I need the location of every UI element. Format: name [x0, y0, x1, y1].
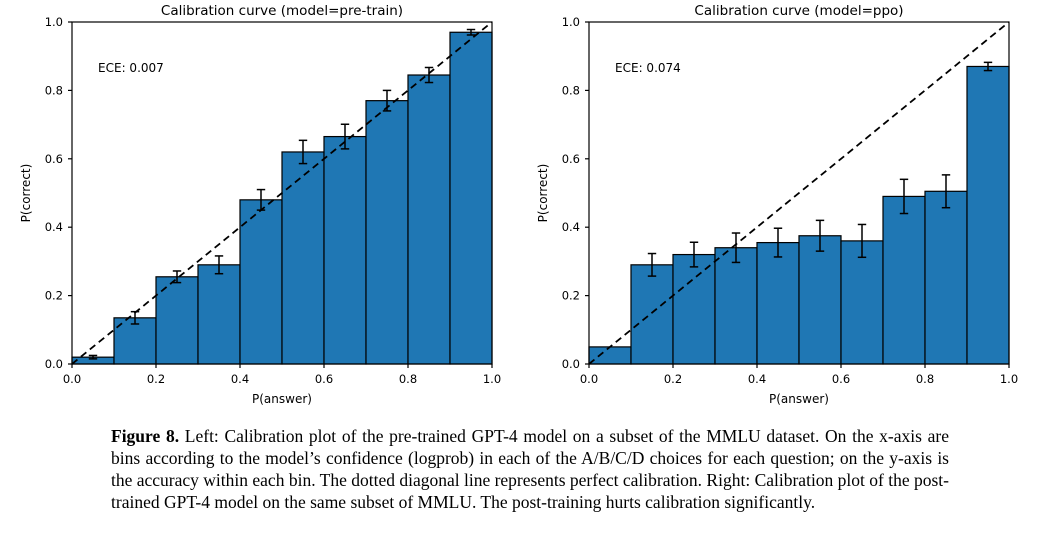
x-tick-label: 1.0 — [1000, 372, 1018, 386]
axis-ticks: 0.0 0.2 0.4 0.6 0.8 1.0 0.0 0.2 0.4 0.6 0.8 1.0 — [45, 15, 501, 386]
bar — [588, 346, 632, 365]
bar — [756, 241, 800, 365]
ece-annotation: ECE: 0.007 — [98, 61, 164, 75]
y-tick-label: 0.4 — [562, 220, 580, 234]
plot-frame — [71, 21, 493, 365]
bar — [798, 235, 842, 365]
bar — [407, 74, 451, 365]
chart-title: Calibration curve (model=pre-train) — [161, 3, 403, 19]
x-tick-label: 0.8 — [399, 372, 417, 386]
y-tick-label: 1.0 — [562, 15, 580, 29]
y-tick-label: 0.8 — [562, 83, 580, 97]
chart-title: Calibration curve (model=ppo) — [694, 3, 903, 19]
bar — [840, 240, 884, 365]
bar — [966, 65, 1010, 365]
y-tick-label: 0.8 — [45, 83, 63, 97]
bar — [630, 264, 674, 365]
bar — [714, 247, 758, 365]
x-tick-label: 0.0 — [580, 372, 598, 386]
bar — [365, 100, 409, 365]
diagonal-reference-line — [71, 21, 493, 365]
x-tick-label: 0.6 — [832, 372, 850, 386]
y-tick-label: 0.0 — [562, 357, 580, 371]
y-tick-label: 0.2 — [562, 289, 580, 303]
x-tick-label: 0.4 — [748, 372, 766, 386]
y-axis-label: P(correct) — [19, 164, 33, 223]
figure-caption: Figure 8. Left: Calibration plot of the … — [111, 425, 949, 513]
bar — [672, 253, 716, 365]
error-bars — [88, 28, 476, 360]
calibration-chart-ppo-svg: 0.0 0.2 0.4 0.6 0.8 1.0 0.0 0.2 0.4 0.6 0.8 1.0 Cali… — [536, 3, 1018, 406]
x-tick-label: 0.0 — [63, 372, 81, 386]
error-bars — [647, 61, 993, 277]
x-tick-label: 0.2 — [664, 372, 682, 386]
calibration-chart-pretrain-svg: 0.0 0.2 0.4 0.6 0.8 1.0 0.0 0.2 0.4 0.6 0.8 1.0 Cali… — [19, 3, 501, 406]
y-tick-label: 0.0 — [45, 357, 63, 371]
y-tick-label: 0.2 — [45, 289, 63, 303]
y-axis-label: P(correct) — [536, 164, 550, 223]
diagonal-reference-line — [588, 21, 1010, 365]
x-tick-label: 1.0 — [483, 372, 501, 386]
bar — [323, 135, 367, 365]
figure-caption-text: Left: Calibration plot of the pre-traine… — [111, 426, 949, 512]
bar — [281, 151, 325, 365]
bar — [449, 31, 493, 365]
calibration-chart-ppo: 0.0 0.2 0.4 0.6 0.8 1.0 0.0 0.2 0.4 0.6 0.8 1.0 Cali… — [527, 0, 1054, 412]
axis-ticks: 0.0 0.2 0.4 0.6 0.8 1.0 0.0 0.2 0.4 0.6 0.8 1.0 — [562, 15, 1018, 386]
x-tick-label: 0.6 — [315, 372, 333, 386]
bars — [588, 65, 1010, 365]
y-tick-label: 0.6 — [562, 152, 580, 166]
x-tick-label: 0.8 — [916, 372, 934, 386]
bar — [197, 264, 241, 365]
x-tick-label: 0.2 — [147, 372, 165, 386]
bar — [882, 195, 926, 365]
ece-annotation: ECE: 0.074 — [615, 61, 681, 75]
x-tick-label: 0.4 — [231, 372, 249, 386]
charts-row: 0.0 0.2 0.4 0.6 0.8 1.0 0.0 0.2 0.4 0.6 0.8 1.0 Cali… — [0, 0, 1054, 412]
calibration-chart-pretrain: 0.0 0.2 0.4 0.6 0.8 1.0 0.0 0.2 0.4 0.6 0.8 1.0 Cali… — [0, 0, 527, 412]
x-axis-label: P(answer) — [252, 392, 312, 406]
x-axis-label: P(answer) — [769, 392, 829, 406]
y-tick-label: 1.0 — [45, 15, 63, 29]
y-tick-label: 0.6 — [45, 152, 63, 166]
figure-caption-label: Figure 8. — [111, 426, 180, 446]
y-tick-label: 0.4 — [45, 220, 63, 234]
plot-frame — [588, 21, 1010, 365]
figure-8: 0.0 0.2 0.4 0.6 0.8 1.0 0.0 0.2 0.4 0.6 0.8 1.0 Cali… — [0, 0, 1054, 513]
bar — [239, 199, 283, 365]
bar — [924, 190, 968, 365]
